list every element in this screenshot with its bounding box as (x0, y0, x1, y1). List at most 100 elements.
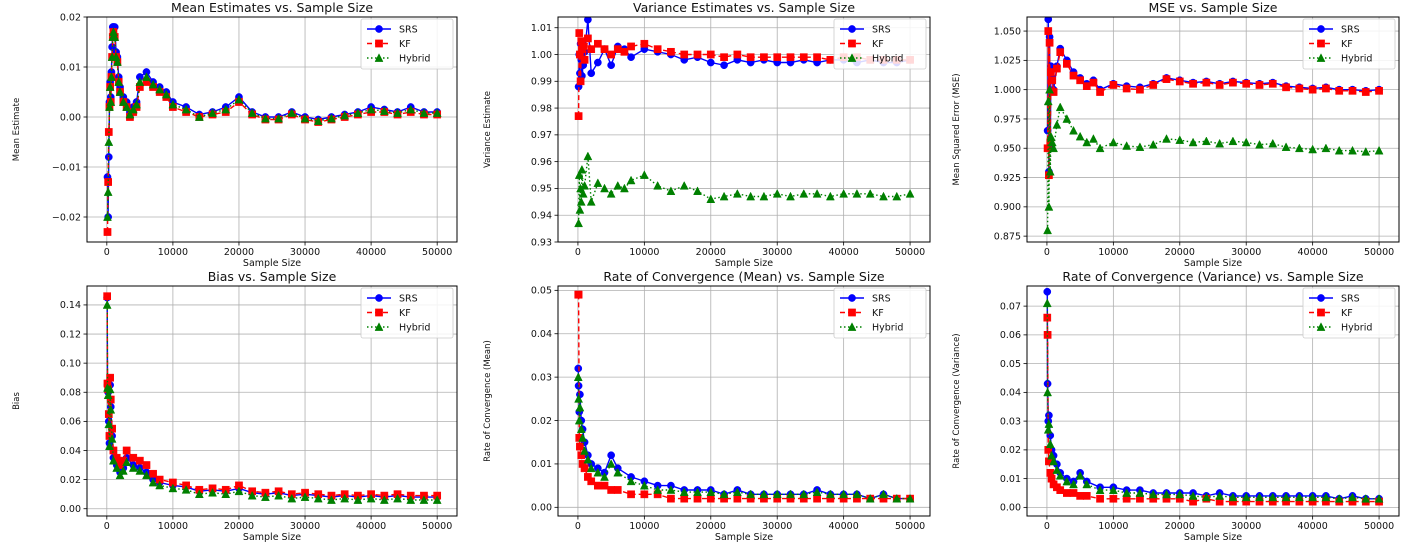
legend-label-srs: SRS (872, 294, 891, 305)
data-point-hybrid (1122, 488, 1132, 497)
data-point-kf (1076, 76, 1084, 85)
data-point-hybrid (142, 72, 151, 81)
y-tick-label: 0.07 (1000, 301, 1021, 312)
data-point-hybrid (1043, 425, 1053, 434)
data-point-hybrid (825, 191, 835, 201)
data-point-hybrid (161, 89, 171, 99)
legend-box (1302, 18, 1396, 70)
data-point-hybrid (107, 72, 116, 81)
x-tick-label: 40000 (356, 521, 386, 532)
data-point-hybrid (135, 466, 145, 475)
data-point-hybrid (574, 394, 584, 403)
data-point-kf (613, 45, 622, 53)
data-point-hybrid (168, 483, 178, 493)
data-point-hybrid (125, 109, 135, 119)
data-point-kf (574, 112, 583, 120)
data-point-hybrid (719, 191, 729, 201)
data-point-kf (627, 490, 635, 499)
legend-label-hybrid: Hybrid (872, 54, 903, 65)
legend-marker-hybrid (374, 53, 384, 62)
data-point-hybrid (576, 197, 586, 206)
data-point-hybrid (274, 490, 284, 500)
y-tick-label: 0.950 (994, 144, 1021, 155)
data-point-hybrid (115, 470, 125, 480)
data-point-hybrid (606, 459, 616, 468)
data-point-hybrid (574, 415, 584, 425)
y-tick-label: 0.06 (60, 417, 81, 428)
x-tick-label: 0 (1044, 521, 1050, 532)
data-point-hybrid (600, 183, 609, 193)
y-tick-label: 0.02 (531, 416, 552, 427)
legend-box (360, 287, 454, 339)
x-tick-label: 10000 (629, 521, 659, 532)
x-tick-label: 30000 (762, 247, 792, 258)
y-tick-label: 0.875 (994, 231, 1021, 242)
x-tick-label: 50000 (895, 521, 925, 532)
data-point-kf (1082, 82, 1091, 90)
data-point-hybrid (1062, 114, 1072, 123)
data-point-kf (1162, 75, 1171, 83)
chart-title: Rate of Convergence (Mean) vs. Sample Si… (603, 269, 884, 284)
data-point-hybrid (1062, 476, 1072, 486)
data-point-kf (1335, 86, 1344, 95)
y-tick-label: −0.02 (52, 212, 81, 223)
y-tick-label: 1.00 (531, 50, 552, 61)
data-point-kf (103, 292, 112, 301)
data-point-hybrid (112, 463, 122, 472)
chart-title: Bias vs. Sample Size (208, 269, 337, 284)
data-point-hybrid (432, 495, 442, 504)
y-tick-label: 0.02 (60, 475, 81, 486)
data-point-hybrid (1294, 492, 1304, 502)
legend-box (1302, 287, 1396, 339)
data-point-kf (813, 53, 821, 62)
data-point-kf (813, 494, 821, 503)
data-point-srs (587, 69, 596, 78)
data-point-srs (1044, 17, 1053, 24)
data-point-hybrid (892, 493, 902, 503)
series-kf (1043, 27, 1383, 180)
data-point-kf (577, 451, 586, 460)
data-point-hybrid (103, 212, 112, 221)
data-point-hybrid (693, 487, 702, 496)
data-point-kf (1308, 85, 1317, 94)
data-point-hybrid (574, 170, 584, 179)
data-point-hybrid (580, 181, 589, 190)
data-point-hybrid (719, 489, 729, 499)
data-point-kf (575, 29, 584, 37)
data-point-kf (1056, 486, 1065, 494)
data-point-hybrid (746, 191, 756, 201)
y-tick-label: 0.94 (531, 211, 552, 222)
y-tick-label: 0.96 (531, 157, 552, 168)
axes-frame (1026, 16, 1400, 243)
data-point-hybrid (1175, 135, 1185, 144)
data-point-hybrid (799, 489, 809, 499)
data-point-hybrid (1201, 492, 1211, 502)
axes-frame (86, 16, 458, 243)
data-point-kf (576, 442, 584, 451)
data-point-hybrid (1241, 137, 1251, 147)
x-tick-label: 20000 (1165, 247, 1195, 258)
data-point-hybrid (287, 108, 297, 117)
data-point-srs (706, 58, 715, 67)
data-point-hybrid (732, 487, 742, 496)
data-point-kf (1215, 81, 1224, 89)
data-point-hybrid (1095, 143, 1105, 153)
data-point-kf (1109, 81, 1118, 89)
data-point-hybrid (666, 485, 676, 494)
data-point-hybrid (379, 106, 389, 115)
data-point-hybrid (313, 116, 323, 125)
data-point-hybrid (1052, 465, 1062, 474)
data-point-kf (1076, 492, 1084, 500)
data-point-srs (627, 53, 635, 62)
data-point-hybrid (706, 487, 716, 496)
y-tick-label: 0.04 (60, 446, 81, 457)
data-point-hybrid (583, 151, 593, 161)
y-tick-label: −0.01 (52, 162, 81, 173)
data-point-kf (627, 42, 635, 51)
data-point-hybrid (905, 189, 915, 198)
data-point-kf (620, 47, 629, 56)
data-point-kf (576, 77, 585, 86)
axes-frame (1026, 285, 1400, 517)
data-point-hybrid (128, 104, 138, 114)
